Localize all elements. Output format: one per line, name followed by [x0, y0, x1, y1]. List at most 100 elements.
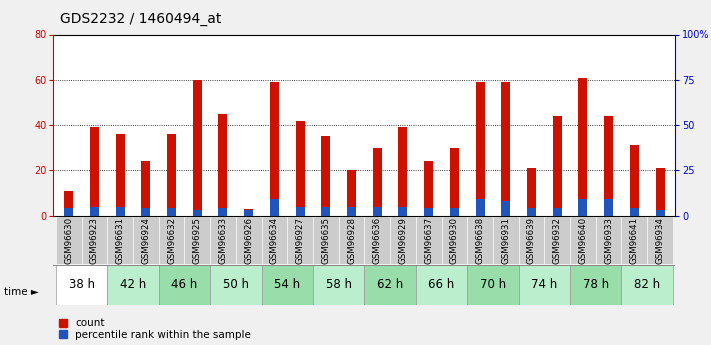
Bar — [527, 208, 536, 216]
Bar — [244, 209, 253, 216]
Bar — [416, 216, 442, 264]
Text: 66 h: 66 h — [429, 278, 454, 292]
Bar — [570, 216, 596, 264]
Text: GSM96637: GSM96637 — [424, 217, 433, 264]
Text: 50 h: 50 h — [223, 278, 249, 292]
Bar — [210, 265, 262, 305]
Bar — [141, 161, 150, 216]
Text: GSM96928: GSM96928 — [347, 217, 356, 264]
Bar — [552, 208, 562, 216]
Bar — [218, 208, 228, 216]
Text: GSM96634: GSM96634 — [270, 217, 279, 264]
Bar — [390, 216, 416, 264]
Bar — [621, 216, 647, 264]
Bar — [442, 216, 467, 264]
Bar — [262, 265, 313, 305]
Bar — [518, 265, 570, 305]
Bar — [476, 199, 485, 216]
Text: GSM96636: GSM96636 — [373, 217, 382, 264]
Text: 54 h: 54 h — [274, 278, 300, 292]
Bar — [476, 82, 485, 216]
Bar — [467, 265, 518, 305]
Bar — [630, 208, 638, 216]
Bar — [107, 216, 133, 264]
Bar — [296, 120, 304, 216]
Bar — [107, 265, 159, 305]
Bar — [596, 216, 621, 264]
Bar — [167, 134, 176, 216]
Bar — [630, 146, 638, 216]
Bar — [501, 201, 510, 216]
Bar — [450, 208, 459, 216]
Bar — [570, 265, 621, 305]
Bar — [364, 265, 416, 305]
Text: GSM96633: GSM96633 — [218, 217, 228, 264]
Bar — [218, 114, 228, 216]
Bar — [604, 199, 613, 216]
Text: 78 h: 78 h — [583, 278, 609, 292]
Bar — [545, 216, 570, 264]
Bar — [364, 216, 390, 264]
Bar — [313, 216, 338, 264]
Bar — [270, 82, 279, 216]
Text: GSM96929: GSM96929 — [398, 217, 407, 264]
Text: GSM96638: GSM96638 — [476, 217, 485, 264]
Text: GSM96635: GSM96635 — [321, 217, 331, 264]
Bar — [373, 148, 382, 216]
Bar — [338, 216, 364, 264]
Bar — [416, 265, 467, 305]
Text: GDS2232 / 1460494_at: GDS2232 / 1460494_at — [60, 12, 222, 26]
Bar — [493, 216, 518, 264]
Bar — [56, 265, 107, 305]
Text: 70 h: 70 h — [480, 278, 506, 292]
Text: GSM96933: GSM96933 — [604, 217, 613, 264]
Bar — [64, 191, 73, 216]
Legend: count, percentile rank within the sample: count, percentile rank within the sample — [58, 318, 251, 340]
Bar — [270, 199, 279, 216]
Bar — [518, 216, 545, 264]
Bar — [167, 208, 176, 216]
Text: 42 h: 42 h — [120, 278, 146, 292]
Bar — [141, 208, 150, 216]
Bar — [193, 80, 202, 216]
Bar — [184, 216, 210, 264]
Text: 74 h: 74 h — [531, 278, 557, 292]
Text: GSM96934: GSM96934 — [656, 217, 665, 264]
Bar — [552, 116, 562, 216]
Bar — [579, 78, 587, 216]
Text: GSM96927: GSM96927 — [296, 217, 304, 264]
Bar — [450, 148, 459, 216]
Bar — [159, 216, 184, 264]
Text: 62 h: 62 h — [377, 278, 403, 292]
Bar — [656, 168, 665, 216]
Bar — [90, 127, 99, 216]
Bar — [64, 208, 73, 216]
Bar — [398, 207, 407, 216]
Bar — [501, 82, 510, 216]
Bar — [647, 216, 673, 264]
Text: GSM96631: GSM96631 — [116, 217, 124, 264]
Bar — [424, 161, 433, 216]
Bar — [262, 216, 287, 264]
Bar — [90, 207, 99, 216]
Text: GSM96925: GSM96925 — [193, 217, 202, 264]
Bar — [56, 216, 82, 264]
Bar — [424, 208, 433, 216]
Bar — [467, 216, 493, 264]
Text: time ►: time ► — [4, 287, 38, 296]
Bar — [159, 265, 210, 305]
Bar — [621, 265, 673, 305]
Text: GSM96932: GSM96932 — [552, 217, 562, 264]
Bar — [373, 207, 382, 216]
Bar — [244, 210, 253, 216]
Bar — [313, 265, 364, 305]
Bar — [321, 136, 331, 216]
Bar — [527, 168, 536, 216]
Text: GSM96641: GSM96641 — [630, 217, 638, 264]
Text: GSM96639: GSM96639 — [527, 217, 536, 264]
Text: GSM96931: GSM96931 — [501, 217, 510, 264]
Bar — [398, 127, 407, 216]
Text: GSM96632: GSM96632 — [167, 217, 176, 264]
Text: GSM96923: GSM96923 — [90, 217, 99, 264]
Bar — [347, 170, 356, 216]
